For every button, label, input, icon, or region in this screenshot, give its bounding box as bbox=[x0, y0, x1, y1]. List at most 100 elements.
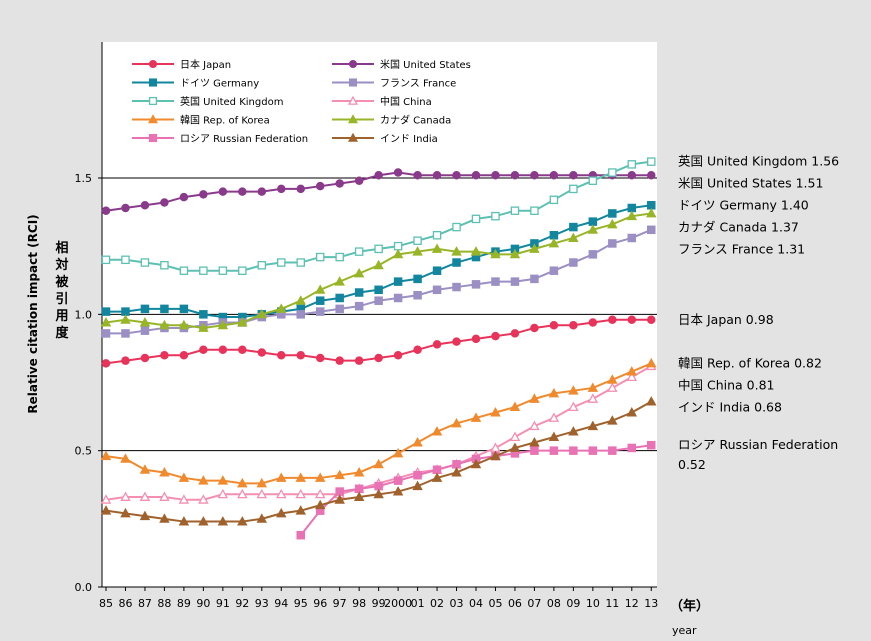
data-point bbox=[510, 206, 520, 215]
data-point bbox=[490, 248, 501, 259]
y-axis-label-ja-char: 相 bbox=[55, 240, 68, 256]
end-label: 英国 United Kingdom 1.56 bbox=[678, 154, 839, 169]
data-point bbox=[413, 290, 422, 300]
data-point bbox=[588, 446, 598, 455]
end-label: 韓国 Rep. of Korea 0.82 bbox=[678, 355, 822, 370]
data-point bbox=[160, 261, 169, 270]
data-point bbox=[335, 356, 344, 365]
data-point bbox=[432, 266, 442, 275]
x-tick-label: 90 bbox=[196, 597, 210, 610]
data-point bbox=[315, 181, 325, 191]
data-point bbox=[100, 317, 112, 327]
data-point bbox=[627, 233, 637, 243]
data-point bbox=[296, 184, 305, 194]
x-tick-label: 89 bbox=[177, 597, 191, 610]
data-point bbox=[347, 95, 359, 105]
data-point bbox=[295, 472, 306, 482]
x-tick-label: 96 bbox=[313, 597, 327, 610]
data-point bbox=[237, 516, 248, 526]
data-point bbox=[315, 307, 325, 316]
data-point bbox=[179, 192, 189, 202]
data-point bbox=[530, 446, 539, 455]
data-point bbox=[237, 477, 248, 488]
legend-item: ロシア Russian Federation bbox=[132, 133, 308, 145]
y-axis-label-ja-char: 引 bbox=[55, 292, 68, 307]
data-point bbox=[608, 168, 617, 177]
data-point bbox=[373, 458, 384, 469]
data-point bbox=[160, 304, 169, 314]
data-point bbox=[218, 187, 228, 196]
data-point bbox=[529, 437, 540, 447]
data-point bbox=[432, 465, 442, 475]
data-point bbox=[392, 248, 404, 259]
data-point bbox=[413, 274, 422, 284]
y-axis-label: Relative citation impact (RCI) bbox=[26, 214, 40, 413]
data-point bbox=[452, 460, 461, 469]
data-point bbox=[374, 285, 383, 295]
data-point bbox=[160, 198, 169, 207]
data-point bbox=[198, 516, 209, 526]
data-point bbox=[452, 258, 461, 267]
end-label: カナダ Canada 1.37 bbox=[678, 220, 799, 235]
legend-label: フランス France bbox=[380, 78, 456, 90]
data-point bbox=[334, 494, 345, 504]
data-point bbox=[647, 315, 656, 325]
data-point bbox=[101, 206, 111, 215]
x-tick-label: 03 bbox=[450, 597, 464, 610]
data-point bbox=[347, 114, 359, 124]
data-point bbox=[548, 237, 560, 248]
data-point bbox=[490, 450, 501, 461]
data-point bbox=[100, 450, 112, 461]
data-point bbox=[510, 277, 520, 286]
data-point bbox=[413, 171, 422, 180]
data-point bbox=[549, 320, 559, 330]
data-point bbox=[140, 201, 150, 210]
data-point bbox=[120, 453, 131, 463]
data-point bbox=[178, 516, 190, 526]
data-point bbox=[178, 494, 190, 504]
data-point bbox=[393, 168, 403, 177]
legend-item: カナダ Canada bbox=[332, 114, 451, 127]
data-point bbox=[354, 176, 364, 185]
data-point bbox=[413, 236, 422, 245]
y-tick-label: 0.0 bbox=[75, 581, 93, 594]
y-tick-label: 0.5 bbox=[75, 445, 93, 458]
y-axis-label-ja-char: 用 bbox=[54, 309, 68, 324]
data-point bbox=[139, 317, 151, 327]
legend: 日本 Japan 米国 United States ドイツ Germany フランス … bbox=[132, 58, 471, 145]
data-point bbox=[217, 475, 229, 485]
data-point bbox=[548, 431, 560, 441]
y-ticks: 0.0 0.5 1.0 1.5 bbox=[75, 172, 102, 594]
data-point bbox=[568, 426, 579, 436]
data-point bbox=[646, 396, 657, 406]
data-point bbox=[140, 304, 150, 314]
data-point bbox=[100, 505, 112, 515]
data-point bbox=[393, 277, 403, 286]
data-point bbox=[199, 345, 208, 355]
data-point bbox=[296, 350, 305, 360]
y-tick-label: 1.0 bbox=[75, 308, 93, 321]
series-layer bbox=[100, 157, 657, 540]
end-label: 中国 China 0.81 bbox=[678, 377, 775, 392]
x-tick-label: 12 bbox=[625, 597, 639, 610]
data-point bbox=[120, 507, 131, 518]
data-point bbox=[510, 171, 520, 180]
data-point bbox=[530, 206, 539, 215]
data-point bbox=[199, 310, 208, 319]
series bbox=[100, 207, 657, 332]
data-point bbox=[549, 231, 559, 240]
data-point bbox=[548, 387, 560, 398]
data-point bbox=[256, 308, 268, 319]
data-point bbox=[348, 59, 358, 69]
data-point bbox=[451, 467, 462, 477]
legend-label: 英国 United Kingdom bbox=[180, 95, 283, 108]
data-point bbox=[587, 420, 599, 431]
data-point bbox=[198, 494, 209, 504]
y-axis-label-ja-char: 度 bbox=[55, 325, 69, 341]
data-point bbox=[608, 209, 617, 218]
data-point bbox=[471, 214, 481, 224]
data-point bbox=[178, 472, 190, 482]
legend-label: 中国 China bbox=[380, 95, 432, 108]
end-labels: 日本 Japan 0.98 米国 United States 1.51 ドイツ Ge… bbox=[678, 154, 839, 473]
data-point bbox=[646, 357, 657, 368]
